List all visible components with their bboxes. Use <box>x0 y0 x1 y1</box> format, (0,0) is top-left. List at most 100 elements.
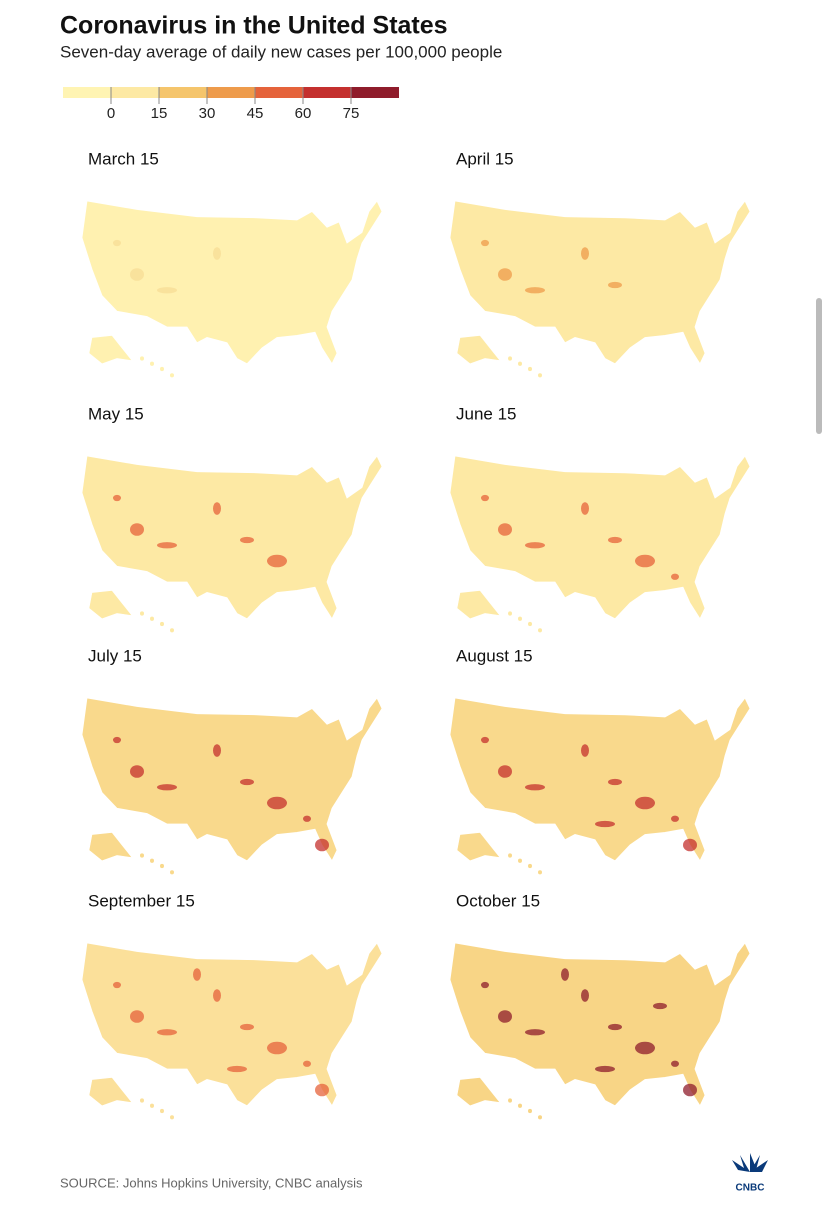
logo-text: CNBC <box>736 1183 765 1194</box>
hawaii <box>150 361 154 366</box>
hotspot <box>581 502 589 515</box>
hotspot <box>481 494 489 502</box>
hotspot <box>671 1060 679 1067</box>
hawaii <box>170 870 174 875</box>
map <box>449 697 751 875</box>
map <box>81 697 383 875</box>
hotspot <box>581 744 589 757</box>
source: SOURCE: Johns Hopkins University, CNBC a… <box>60 1175 363 1190</box>
hawaii <box>518 858 522 863</box>
us-map <box>81 455 383 620</box>
hotspot <box>608 1023 622 1031</box>
panel-label: July 15 <box>88 646 142 665</box>
hotspot <box>608 281 622 289</box>
hotspot <box>608 778 622 786</box>
alaska <box>88 335 133 365</box>
hawaii <box>538 870 542 875</box>
hawaii <box>508 356 512 361</box>
hotspot <box>525 542 545 549</box>
hotspot <box>227 1065 247 1073</box>
hotspot <box>213 989 221 1002</box>
hawaii <box>518 616 522 621</box>
hawaii <box>528 863 532 869</box>
hotspot <box>498 268 512 281</box>
hotspot <box>130 268 144 281</box>
us-map <box>449 697 751 862</box>
alaska <box>456 335 501 365</box>
map <box>449 942 751 1120</box>
map <box>81 455 383 633</box>
hotspot <box>157 1029 177 1036</box>
hotspot <box>498 523 512 536</box>
hotspot <box>561 968 569 981</box>
hotspot <box>525 1029 545 1036</box>
hotspot <box>130 765 144 778</box>
us-map <box>81 200 383 365</box>
legend-tick-label: 45 <box>247 105 264 122</box>
legend-swatch <box>303 87 351 98</box>
hotspot <box>213 247 221 260</box>
hawaii <box>528 1108 532 1114</box>
hotspot <box>635 554 655 568</box>
hotspot <box>113 981 121 989</box>
hotspot <box>481 239 489 247</box>
hotspot <box>240 778 254 786</box>
hotspot <box>193 968 201 981</box>
legend-swatch <box>351 87 399 98</box>
us-map <box>81 942 383 1107</box>
hawaii <box>508 611 512 616</box>
hawaii <box>150 1103 154 1108</box>
hawaii <box>528 621 532 627</box>
panel-label: June 15 <box>456 404 517 423</box>
scrollbar[interactable] <box>816 298 822 434</box>
legend-swatch <box>207 87 255 98</box>
map <box>81 200 383 378</box>
legend-tick-label: 75 <box>343 105 360 122</box>
hotspot <box>608 536 622 544</box>
hotspot <box>581 989 589 1002</box>
hotspot <box>315 1083 329 1097</box>
hotspot <box>303 1060 311 1067</box>
hotspot <box>481 736 489 744</box>
hawaii <box>170 628 174 633</box>
legend-swatch <box>159 87 207 98</box>
panel-label: August 15 <box>456 646 533 665</box>
hotspot <box>240 1023 254 1031</box>
hotspot <box>315 838 329 852</box>
alaska <box>88 832 133 862</box>
hotspot <box>635 1041 655 1055</box>
hotspot <box>303 815 311 822</box>
hotspot <box>525 784 545 791</box>
legend-tick-label: 30 <box>199 105 216 122</box>
hawaii <box>160 1108 164 1114</box>
hawaii <box>518 1103 522 1108</box>
hawaii <box>508 853 512 858</box>
panel-label: March 15 <box>88 149 159 168</box>
hawaii <box>538 1115 542 1120</box>
alaska <box>88 590 133 620</box>
hawaii <box>170 373 174 378</box>
subtitle: Seven-day average of daily new cases per… <box>60 42 502 61</box>
hawaii <box>140 356 144 361</box>
hawaii <box>538 628 542 633</box>
hotspot <box>683 838 697 852</box>
hawaii <box>538 373 542 378</box>
hotspot <box>240 536 254 544</box>
map <box>81 942 383 1120</box>
legend-tick-label: 60 <box>295 105 312 122</box>
title: Coronavirus in the United States <box>60 12 448 40</box>
logo: CNBC <box>732 1153 768 1194</box>
hotspot <box>213 502 221 515</box>
us-map <box>449 942 751 1107</box>
hotspot <box>267 554 287 568</box>
map <box>449 200 751 378</box>
legend-swatch <box>255 87 303 98</box>
hotspot <box>157 287 177 294</box>
us-map <box>449 200 751 365</box>
hotspot <box>267 1041 287 1055</box>
panel-label: May 15 <box>88 404 144 423</box>
legend-swatch <box>63 87 111 98</box>
hotspot <box>683 1083 697 1097</box>
alaska <box>456 590 501 620</box>
